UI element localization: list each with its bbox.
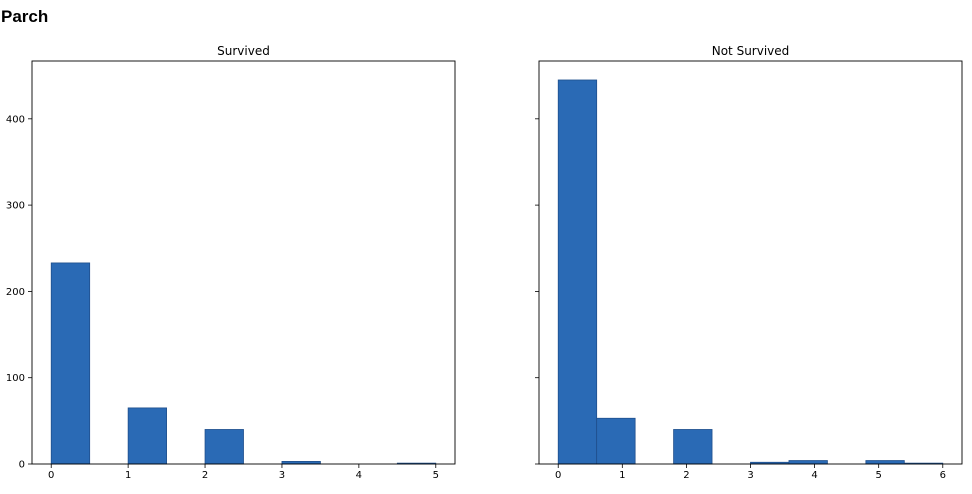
survived-ytick-label-3: 300	[6, 201, 25, 212]
survived-ytick-label-1: 100	[6, 373, 25, 384]
not-survived-bar-0	[557, 79, 598, 465]
survived-xtick-label-5: 5	[433, 470, 439, 481]
subplot-not-survived: 0 1 2 3 4 5 6 Not Survived	[535, 44, 963, 481]
not-survived-xtick-label-6: 6	[940, 470, 946, 481]
survived-xtick-label-4: 4	[356, 470, 362, 481]
survived-ytick-label-0: 0	[19, 460, 25, 471]
page-title: Parch	[1, 7, 49, 26]
survived-xtick-label-3: 3	[279, 470, 285, 481]
not-survived-plot-frame	[538, 60, 963, 465]
survived-xtick-label-0: 0	[48, 470, 54, 481]
not-survived-xtick-label-5: 5	[875, 470, 881, 481]
not-survived-bar-8	[865, 460, 905, 465]
not-survived-xtick-label-1: 1	[619, 470, 625, 481]
survived-bar-0	[50, 262, 91, 465]
not-survived-chart-title: Not Survived	[712, 44, 790, 58]
survived-bar-2	[127, 407, 167, 465]
survived-xtick-label-1: 1	[125, 470, 131, 481]
subplot-survived: 0 1 2 3 4 5 0 100 200 300 400 Survived	[6, 44, 456, 481]
not-survived-bar-1	[596, 417, 636, 465]
not-survived-xtick-label-0: 0	[555, 470, 561, 481]
not-survived-bar-3	[673, 429, 713, 465]
survived-ytick-label-2: 200	[6, 287, 25, 298]
not-survived-xtick-label-2: 2	[683, 470, 689, 481]
not-survived-xtick-label-4: 4	[811, 470, 817, 481]
not-survived-bar-6	[788, 460, 828, 465]
survived-ytick-label-4: 400	[6, 114, 25, 125]
survived-bar-4	[204, 429, 244, 465]
survived-chart-title: Survived	[217, 44, 270, 58]
survived-plot-frame	[31, 60, 456, 465]
not-survived-xtick-label-3: 3	[747, 470, 753, 481]
survived-xtick-label-2: 2	[202, 470, 208, 481]
